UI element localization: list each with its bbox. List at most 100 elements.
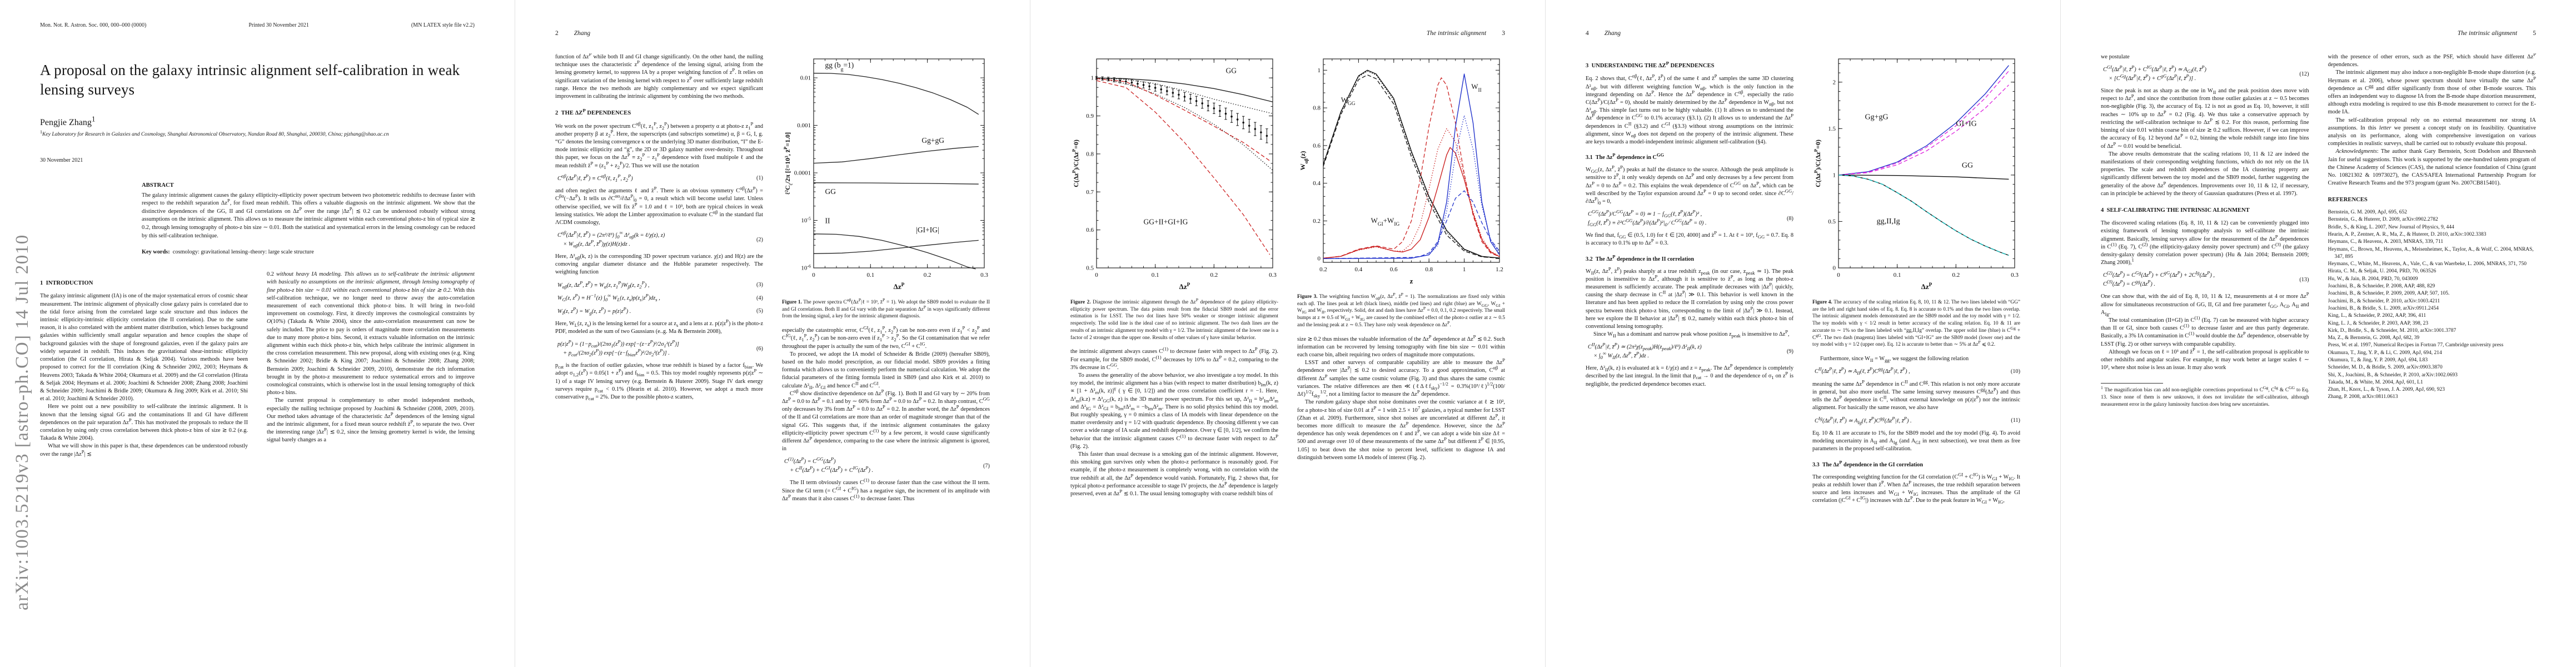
paragraph: LSST and other surveys of comparable cap… xyxy=(1297,357,1505,399)
equation-number: (10) xyxy=(2010,368,2020,375)
figure-3-chart: 0.2 0.4 0.6 0.8 1 1.2 0 0.2 0.4 0.6 0.8 1 WGG WGI+WIG… xyxy=(1299,58,1503,285)
page-2: 2 Zhang function of ΔzP while both II an… xyxy=(515,0,1030,667)
figure-4-caption: Figure 4. The accuracy of the scaling re… xyxy=(1812,300,2020,348)
paragraph: Here, Δ²αβ(k, z) is the corresponding 3D… xyxy=(555,253,763,276)
svg-text:0.1: 0.1 xyxy=(1151,272,1159,278)
page-3-columns: 0 0.1 0.2 0.3 0.5 0.6 0.7 0.8 0.9 1 GG GG+II+GI+IG Δ… xyxy=(1070,53,1505,498)
reference-item: Joachimi, B., & Schneider, P. 2010, arXi… xyxy=(2328,298,2440,304)
equation-body: CII(ΔzP|ℓ, z̄P) ≃ AII(ℓ, z̄P)Cgg(ΔzP|ℓ, … xyxy=(1815,366,1910,376)
page-4-column-left: 3 UNDERSTANDING THE ΔZP DEPENDENCES Eq. 2… xyxy=(1586,53,1793,505)
svg-text:0.1: 0.1 xyxy=(1893,272,1901,278)
svg-text:1: 1 xyxy=(1832,172,1836,178)
author: Pengjie Zhang1 xyxy=(40,115,96,128)
paragraph: The intrinsic alignment may also induce … xyxy=(2328,69,2537,116)
paragraph: with the presence of other errors, such … xyxy=(2328,53,2537,68)
paragraph: To assess the generality of the above be… xyxy=(1070,372,1278,450)
abstract-block: ABSTRACT The galaxy intrinsic alignment … xyxy=(142,182,475,256)
running-head-title: The intrinsic alignment xyxy=(2457,30,2518,37)
paragraph: meaning the same ΔzP dependence in CII a… xyxy=(1812,379,2020,411)
printed-date: Printed 30 November 2021 xyxy=(248,22,309,28)
paragraph: The II term obviously causes C(1) to dec… xyxy=(782,477,990,502)
page-3-column-left: 0 0.1 0.2 0.3 0.5 0.6 0.7 0.8 0.9 1 GG GG+II+GI+IG Δ… xyxy=(1070,53,1278,498)
svg-text:0: 0 xyxy=(1095,272,1098,278)
running-head: The intrinsic alignment 5 xyxy=(2101,30,2536,37)
figure-2-caption: Figure 2. Diagnose the intrinsic alignme… xyxy=(1070,297,1278,341)
svg-text:Wαβ(z): Wαβ(z) xyxy=(1299,151,1309,171)
svg-text:0.8: 0.8 xyxy=(1425,266,1433,273)
equation: Cαβ(ΔzP|ℓ, z̄P) = (2π²/ℓ³) ∫0∞ Δ²αβ(k = … xyxy=(555,230,763,248)
paragraph: the intrinsic alignment always causes C(… xyxy=(1070,346,1278,371)
svg-text:0: 0 xyxy=(1317,256,1321,262)
paragraph: Furthermore, since WII = Wgg, we suggest… xyxy=(1820,356,1969,364)
svg-text:1: 1 xyxy=(1090,75,1094,82)
svg-text:WGI+WIG: WGI+WIG xyxy=(1371,216,1399,227)
reference-item: Heymans, C., White, M., Heavens, A., Val… xyxy=(2328,261,2527,267)
running-head: The intrinsic alignment 3 xyxy=(1070,30,1505,37)
svg-text:0.3: 0.3 xyxy=(2011,272,2019,278)
equation: WI(z, zP) = Wg(z, zP) = p(z|zP) . (5) xyxy=(555,306,763,316)
equation-body: WI(z, zP) = Wg(z, zP) = p(z|zP) . xyxy=(557,306,631,316)
references-heading: REFERENCES xyxy=(2328,197,2368,203)
reference-item: Kirk, D., Bridle, S., & Schneider, M. 20… xyxy=(2328,327,2457,334)
paragraph: Cαβ show distinctive dependence on ΔzP (… xyxy=(782,388,990,452)
svg-text:0.2: 0.2 xyxy=(923,272,931,278)
paragraph: Acknowledgments: The author thank Gary B… xyxy=(2328,148,2537,187)
page-number: 4 xyxy=(1586,30,1589,37)
equation-number: (13) xyxy=(2299,276,2309,283)
equation-number: (1) xyxy=(756,175,763,182)
svg-text:1: 1 xyxy=(1462,266,1466,273)
reference-item: Heymans, C., Brown, M., Heavens, A., Mei… xyxy=(2328,246,2534,260)
footnote: 1 The magnification bias can add non-neg… xyxy=(2101,383,2309,407)
page-3: The intrinsic alignment 3 0 0.1 0.2 0.3 0.5 0… xyxy=(1030,0,1546,667)
equation-number: (6) xyxy=(756,345,763,352)
reference-item: Ma, Z., & Bernstein, G. 2008, ApJ, 682, … xyxy=(2328,335,2420,341)
paragraph: The above results demonstrate that the s… xyxy=(2101,151,2309,197)
equation-body: C(2)(ΔzP) = CGg(ΔzP) + CgG(ΔzP) + 2CIg(Δ… xyxy=(2103,270,2215,287)
page-5-column-left: we postulate CGI(ΔzP|ℓ, z̄P) + CIG(ΔzP|ℓ,… xyxy=(2101,53,2309,407)
paper-title: A proposal on the galaxy intrinsic align… xyxy=(40,62,460,98)
running-head-author: Zhang xyxy=(574,30,591,37)
svg-text:ΔzP: ΔzP xyxy=(1921,282,1932,291)
svg-text:0.2: 0.2 xyxy=(1210,272,1218,278)
paragraph: Here we point out a new possibility to s… xyxy=(40,404,248,442)
figure-3-caption: Figure 3. The weighting function Wαβ(z, … xyxy=(1297,291,1505,328)
svg-text:ΔzP: ΔzP xyxy=(1179,282,1190,291)
running-head-title: The intrinsic alignment xyxy=(1426,30,1487,37)
svg-text:0.4: 0.4 xyxy=(1313,180,1321,187)
svg-text:1: 1 xyxy=(1317,67,1321,74)
equation-body: C(1)(ΔzP) = CGG(ΔzP) + CII(ΔzP) + CGI(Δz… xyxy=(784,456,874,474)
section-heading: 4 SELF-CALIBRATING THE INTRINSIC ALIGNME… xyxy=(2101,207,2250,213)
paragraph: What we will show in this paper is that,… xyxy=(40,443,248,457)
svg-text:0.6: 0.6 xyxy=(1389,266,1397,273)
equation-body: CGI(ΔzP|ℓ, z̄P) + CIG(ΔzP|ℓ, z̄P) ≃ AGI(… xyxy=(2103,64,2206,82)
paragraph: The self-calibration proposal rely on no… xyxy=(2328,117,2537,147)
figure-4-chart: 0 0.1 0.2 0.3 0 0.5 1 1.5 2 Gg+gG GI+IG GG gg,II,Ig Δ… xyxy=(1813,58,2019,291)
equation-number: (2) xyxy=(756,236,763,243)
svg-text:0.3: 0.3 xyxy=(980,272,988,278)
equation-number: (12) xyxy=(2299,71,2309,77)
paragraph: size ≳ 0.2 thus misses the valuable info… xyxy=(1297,334,1505,359)
reference-item: Joachimi, B., & Bridle, S. L. 2009, arXi… xyxy=(2328,305,2439,311)
subsection-heading: 3.3 The ΔzP dependence in the GI correla… xyxy=(1812,459,1924,468)
equation-number: (5) xyxy=(756,308,763,315)
page-1-column-right: 0.2 without heavy IA modeling. This allo… xyxy=(267,271,475,459)
references-list: Bernstein, G. M. 2009, ApJ, 695, 652 Bern… xyxy=(2328,209,2537,401)
equation: WG(z, zP) ≡ H−1(z) ∫0∞ WL(z, zs)p(zs|zP)… xyxy=(555,293,763,302)
equation: Cαβ(ΔzP|ℓ, z̄P) ≡ Cαβ(ℓ, z1P, z2P) (1) xyxy=(555,173,763,183)
svg-text:10-5: 10-5 xyxy=(801,216,811,225)
svg-text:0.4: 0.4 xyxy=(1354,266,1362,273)
svg-text:GG+II+GI+IG: GG+II+GI+IG xyxy=(1143,217,1188,226)
reference-item: Joachimi, B., & Schneider, P. 2009, 2009… xyxy=(2328,291,2450,297)
reference-item: Hearin, A. P., Zentner, A. R., Ma, Z., &… xyxy=(2328,231,2487,237)
abstract-heading: ABSTRACT xyxy=(142,182,174,188)
affiliation: 1Key Laboratory for Research in Galaxies… xyxy=(40,129,389,138)
paragraph: and often neglect the arguments ℓ and z̄… xyxy=(555,185,763,226)
page-5-column-right: with the presence of other errors, such … xyxy=(2328,53,2537,407)
paragraph: function of ΔzP while both II and GI cha… xyxy=(555,53,763,100)
page-number: 3 xyxy=(1502,30,1505,37)
keywords: Key words: cosmology: gravitational lens… xyxy=(142,249,314,256)
equation: C(1)(ΔzP) = CGG(ΔzP) + CII(ΔzP) + CGI(Δz… xyxy=(782,457,990,475)
svg-text:gg (bg=1): gg (bg=1) xyxy=(825,61,854,72)
svg-text:0.2: 0.2 xyxy=(1952,272,1960,278)
reference-item: Hirata, C. M., & Seljak, U. 2004, PRD, 7… xyxy=(2328,268,2437,275)
